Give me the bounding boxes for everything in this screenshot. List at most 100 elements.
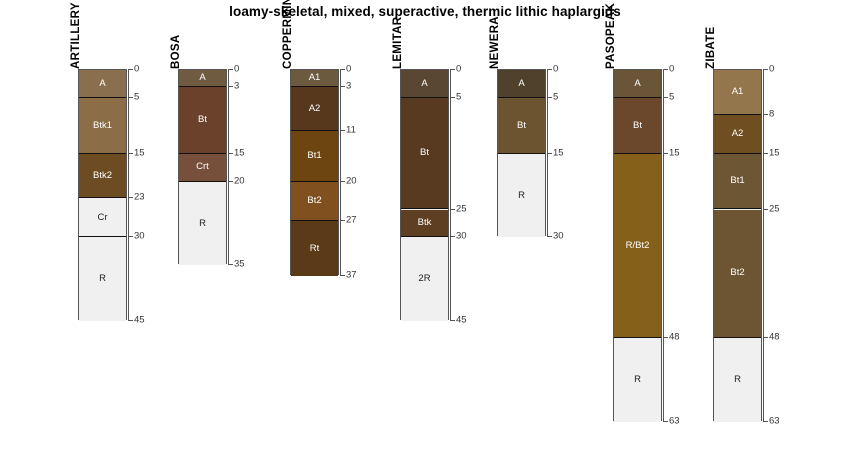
horizon-label: Btk2 [92, 169, 112, 181]
depth-tick-label: 0 [769, 63, 775, 75]
horizon-segment: Bt1 [714, 153, 761, 210]
profile-column: A1 A2 Bt1 Bt2 R [713, 69, 762, 422]
soil-profile-zibate: ZIBATE A1 A2 Bt1 Bt2 R 0 8 15 25 48 63 [705, 27, 802, 425]
horizon-label: Bt1 [307, 150, 322, 162]
depth-tick [663, 336, 668, 338]
profile-column: A Bt Btk 2R [400, 69, 449, 322]
horizon-segment: Bt [614, 97, 661, 154]
depth-tick-label: 63 [669, 414, 680, 426]
depth-tick-label: 0 [234, 63, 240, 75]
horizon-label: Rt [309, 242, 320, 254]
soil-profile-artillery: ARTILLERY A Btk1 Btk2 Cr R 0 5 15 23 30 45 [70, 2, 167, 324]
depth-tick-label: 30 [456, 230, 467, 242]
depth-tick [128, 197, 133, 199]
profile-column: A Bt R/Bt2 R [613, 69, 662, 422]
depth-axis: 0 8 15 25 48 63 [763, 64, 780, 425]
depth-tick-label: 63 [769, 414, 780, 426]
depth-tick [450, 236, 455, 238]
horizon-label: A [421, 77, 428, 89]
depth-tick [340, 69, 345, 70]
profile-column: A1 A2 Bt1 Bt2 Rt [290, 69, 339, 277]
horizon-label: Bt2 [307, 194, 322, 206]
depth-tick-label: 20 [234, 174, 245, 186]
profile-name-label: PASOPEAK [605, 2, 617, 69]
horizon-label: R [634, 373, 641, 385]
depth-tick [450, 208, 455, 210]
horizon-segment: R [714, 337, 761, 422]
depth-tick [450, 69, 455, 70]
depth-tick [228, 180, 233, 182]
horizon-label: A1 [731, 86, 744, 98]
depth-tick-label: 20 [346, 174, 357, 186]
depth-tick [450, 320, 455, 322]
depth-tick [340, 180, 345, 182]
depth-tick [228, 85, 233, 87]
horizon-segment: A2 [291, 86, 338, 132]
depth-axis: 0 5 15 23 30 45 [128, 64, 145, 324]
page-title: loamy-skeletal, mixed, superactive, ther… [229, 4, 621, 19]
horizon-segment: R/Bt2 [614, 153, 661, 338]
horizon-segment: A2 [714, 114, 761, 154]
profile-name-label: LEMITAR [392, 16, 404, 69]
horizon-segment: A [79, 70, 126, 98]
horizon-label: Bt [420, 147, 429, 159]
depth-tick-label: 48 [669, 331, 680, 343]
depth-axis: 0 5 25 30 45 [450, 64, 467, 324]
depth-tick [228, 152, 233, 154]
horizon-label: Cr [97, 211, 108, 223]
depth-tick-label: 0 [669, 63, 675, 75]
horizon-segment: Bt [179, 86, 226, 154]
depth-tick [228, 69, 233, 70]
depth-tick-label: 25 [769, 202, 780, 214]
depth-tick-label: 23 [134, 191, 145, 203]
depth-tick-label: 11 [346, 124, 356, 136]
horizon-segment: A [498, 70, 545, 98]
depth-tick-label: 5 [134, 91, 140, 103]
depth-tick-label: 0 [346, 63, 352, 75]
depth-tick-label: 27 [346, 213, 357, 225]
depth-tick-label: 5 [553, 91, 559, 103]
depth-tick-label: 8 [769, 107, 775, 119]
horizon-segment: Bt2 [714, 209, 761, 338]
horizon-label: A2 [731, 127, 744, 139]
horizon-label: R/Bt2 [625, 239, 650, 251]
depth-tick-label: 35 [234, 258, 245, 270]
horizon-segment: A1 [714, 70, 761, 115]
horizon-segment: A [179, 70, 226, 87]
depth-tick [763, 69, 768, 70]
depth-tick [340, 130, 345, 132]
horizon-label: A [518, 77, 525, 89]
depth-tick [128, 69, 133, 70]
horizon-segment: Btk2 [79, 153, 126, 199]
horizon-segment: Rt [291, 220, 338, 277]
depth-tick [763, 420, 768, 422]
depth-tick [663, 96, 668, 98]
depth-tick [547, 152, 552, 154]
profile-column: A Bt Crt R [178, 69, 227, 266]
depth-tick-label: 15 [669, 146, 680, 158]
profile-name-label: BOSA [170, 34, 182, 69]
horizon-segment: R [498, 153, 545, 238]
horizon-segment: Bt2 [291, 181, 338, 221]
depth-tick-label: 30 [134, 230, 145, 242]
horizon-segment: Crt [179, 153, 226, 182]
horizon-segment: R [79, 237, 126, 322]
horizon-label: A1 [308, 72, 321, 84]
depth-tick [763, 113, 768, 115]
profile-name-label: COPPERMINE [282, 0, 294, 69]
depth-tick-label: 5 [456, 91, 462, 103]
depth-tick [547, 69, 552, 70]
horizon-segment: Btk [401, 209, 448, 238]
horizon-label: A [634, 77, 641, 89]
horizon-label: A2 [308, 102, 321, 114]
depth-tick-label: 45 [134, 314, 145, 326]
depth-tick [663, 152, 668, 154]
horizon-label: Bt [633, 119, 642, 131]
profile-name-label: NEWERA [489, 16, 501, 69]
horizon-segment: R [179, 181, 226, 266]
depth-axis: 0 5 15 48 63 [663, 64, 680, 425]
profile-column: A Bt R [497, 69, 546, 238]
horizon-segment: Bt [498, 97, 545, 154]
depth-tick [128, 96, 133, 98]
depth-tick [663, 420, 668, 422]
